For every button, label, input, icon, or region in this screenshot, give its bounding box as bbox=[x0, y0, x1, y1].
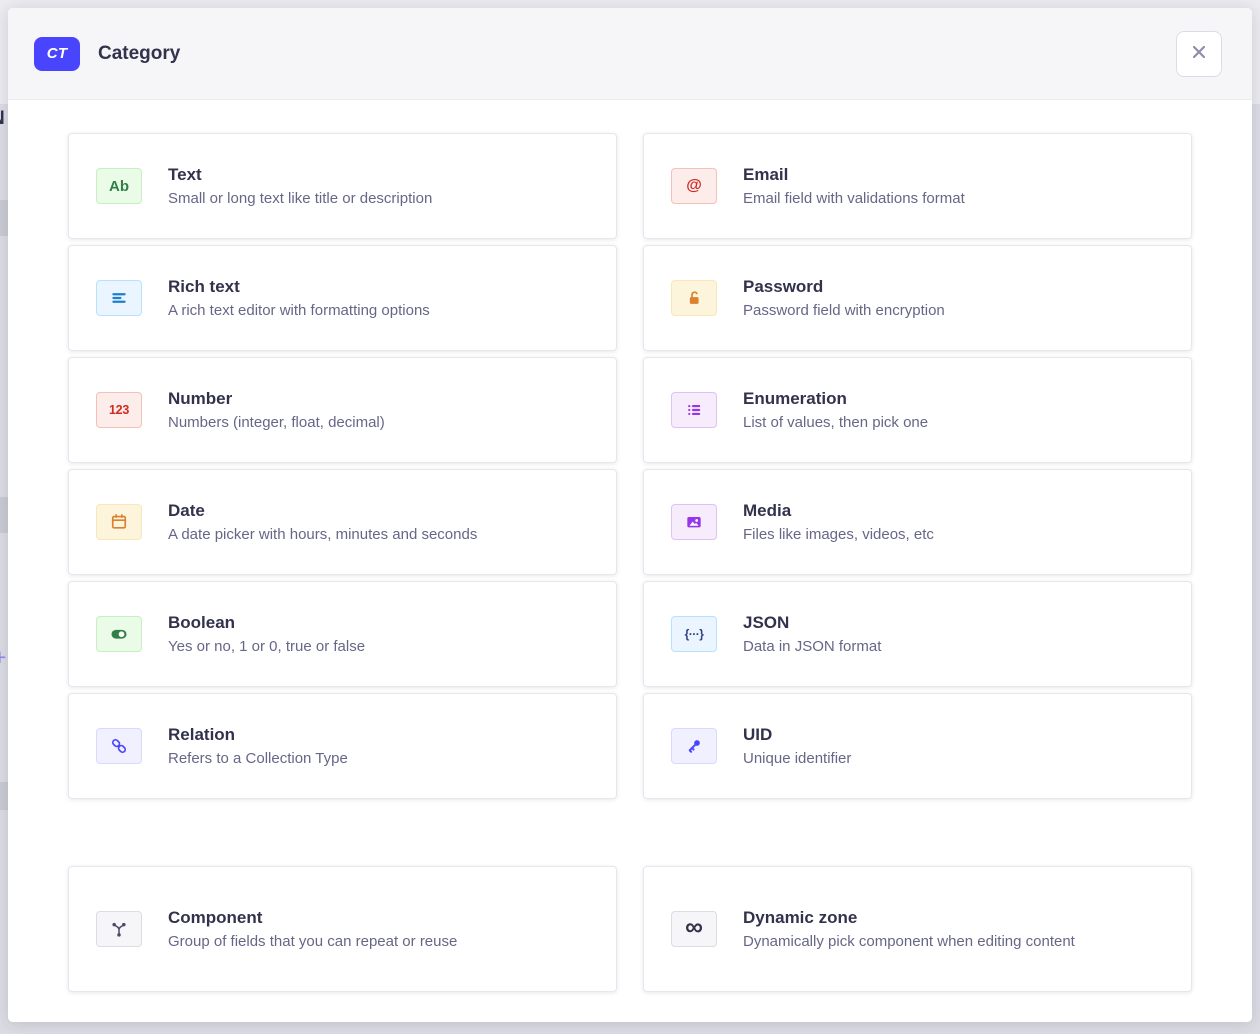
field-title: Boolean bbox=[168, 612, 236, 632]
field-description: Files like images, videos, etc bbox=[743, 525, 934, 543]
field-card-richtext[interactable]: Rich text A rich text editor with format… bbox=[68, 245, 617, 351]
background-page-sliver bbox=[0, 200, 8, 236]
field-description: Dynamically pick component when editing … bbox=[743, 932, 1075, 950]
field-card-text[interactable]: Ab Text Small or long text like title or… bbox=[68, 133, 617, 239]
close-icon bbox=[1190, 43, 1208, 64]
field-grid-bottom: Component Group of fields that you can r… bbox=[68, 866, 1192, 992]
field-title: Enumeration bbox=[743, 388, 847, 408]
field-description: Small or long text like title or descrip… bbox=[168, 189, 433, 207]
field-card-password[interactable]: Password Password field with encryption bbox=[643, 245, 1192, 351]
field-card-uid[interactable]: UID Unique identifier bbox=[643, 693, 1192, 799]
field-description: List of values, then pick one bbox=[743, 413, 929, 431]
key-icon bbox=[671, 728, 717, 764]
json-braces-icon: {···} bbox=[671, 616, 717, 652]
field-description: Password field with encryption bbox=[743, 301, 945, 319]
field-description: Email field with validations format bbox=[743, 189, 965, 207]
field-description: Group of fields that you can repeat or r… bbox=[168, 932, 458, 950]
field-card-relation[interactable]: Relation Refers to a Collection Type bbox=[68, 693, 617, 799]
select-field-type-modal: CT Category Ab Text Small or long text l… bbox=[8, 8, 1252, 1022]
field-title: UID bbox=[743, 724, 773, 744]
field-title: Password bbox=[743, 276, 824, 296]
field-card-email[interactable]: @ Email Email field with validations for… bbox=[643, 133, 1192, 239]
ab-text-icon: Ab bbox=[96, 168, 142, 204]
picture-icon bbox=[671, 504, 717, 540]
field-card-media[interactable]: Media Files like images, videos, etc bbox=[643, 469, 1192, 575]
field-title: Rich text bbox=[168, 276, 240, 296]
field-grid-main: Ab Text Small or long text like title or… bbox=[68, 133, 1192, 799]
lock-icon bbox=[671, 280, 717, 316]
field-description: A date picker with hours, minutes and se… bbox=[168, 525, 478, 543]
field-card-component[interactable]: Component Group of fields that you can r… bbox=[68, 866, 617, 992]
field-type-list: Ab Text Small or long text like title or… bbox=[8, 100, 1252, 1022]
field-title: Dynamic zone bbox=[743, 907, 858, 927]
background-page-sliver bbox=[0, 497, 8, 533]
at-sign-icon: @ bbox=[671, 168, 717, 204]
field-description: Unique identifier bbox=[743, 749, 852, 767]
field-title: Component bbox=[168, 907, 263, 927]
bullet-list-icon bbox=[671, 392, 717, 428]
branch-nodes-icon bbox=[96, 911, 142, 947]
field-card-enumeration[interactable]: Enumeration List of values, then pick on… bbox=[643, 357, 1192, 463]
toggle-on-icon bbox=[96, 616, 142, 652]
field-title: Media bbox=[743, 500, 792, 520]
numbers-icon: 123 bbox=[96, 392, 142, 428]
field-description: Data in JSON format bbox=[743, 637, 882, 655]
chain-link-icon bbox=[96, 728, 142, 764]
field-description: Refers to a Collection Type bbox=[168, 749, 348, 767]
field-description: A rich text editor with formatting optio… bbox=[168, 301, 430, 319]
collection-type-badge: CT bbox=[34, 36, 80, 71]
field-title: Text bbox=[168, 164, 202, 184]
field-card-date[interactable]: Date A date picker with hours, minutes a… bbox=[68, 469, 617, 575]
field-title: Number bbox=[168, 388, 233, 408]
modal-title: Category bbox=[98, 42, 181, 64]
field-title: Date bbox=[168, 500, 205, 520]
field-title: JSON bbox=[743, 612, 790, 632]
background-page-sliver bbox=[0, 782, 8, 810]
close-button[interactable] bbox=[1176, 30, 1222, 77]
modal-header: CT Category bbox=[8, 8, 1252, 100]
field-title: Email bbox=[743, 164, 789, 184]
field-card-number[interactable]: 123 Number Numbers (integer, float, deci… bbox=[68, 357, 617, 463]
field-description: Yes or no, 1 or 0, true or false bbox=[168, 637, 366, 655]
infinity-icon: ∞ bbox=[671, 911, 717, 947]
field-title: Relation bbox=[168, 724, 236, 744]
field-card-boolean[interactable]: Boolean Yes or no, 1 or 0, true or false bbox=[68, 581, 617, 687]
background-clipped-plus: + bbox=[0, 644, 8, 672]
calendar-icon bbox=[96, 504, 142, 540]
text-lines-icon bbox=[96, 280, 142, 316]
field-card-json[interactable]: {···} JSON Data in JSON format bbox=[643, 581, 1192, 687]
field-card-dynamiczone[interactable]: ∞ Dynamic zone Dynamically pick componen… bbox=[643, 866, 1192, 992]
field-description: Numbers (integer, float, decimal) bbox=[168, 413, 385, 431]
background-clipped-text: N bbox=[0, 108, 8, 134]
